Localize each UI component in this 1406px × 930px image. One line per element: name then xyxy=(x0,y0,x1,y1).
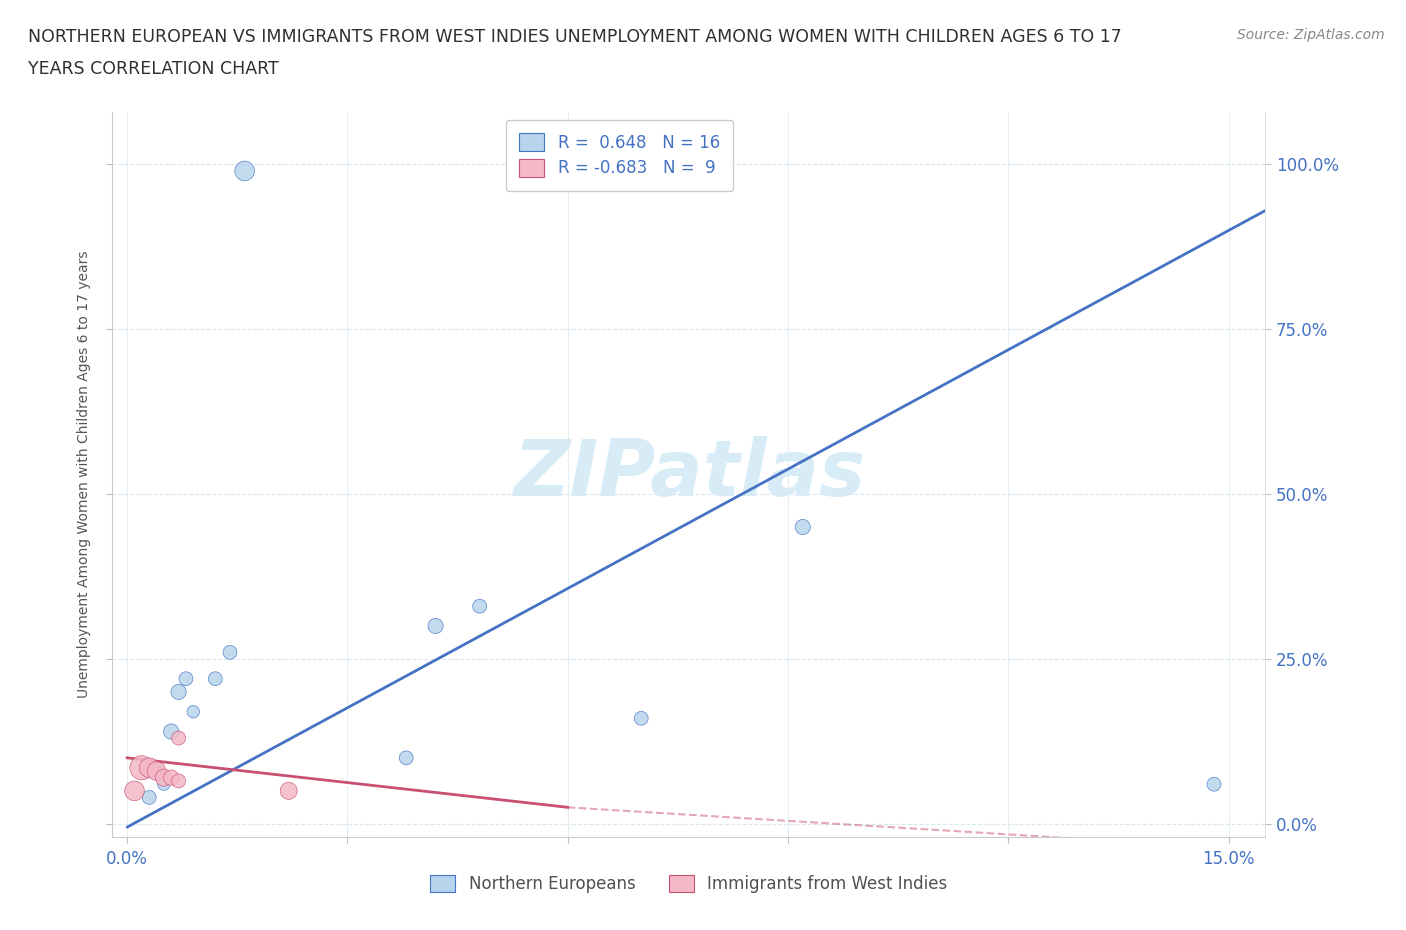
Point xyxy=(145,764,167,778)
Point xyxy=(181,704,204,719)
Point xyxy=(219,644,242,659)
Text: YEARS CORRELATION CHART: YEARS CORRELATION CHART xyxy=(28,60,278,78)
Point xyxy=(124,783,146,798)
Point xyxy=(792,520,814,535)
Point xyxy=(145,764,167,778)
Point xyxy=(167,684,190,699)
Point xyxy=(160,724,183,739)
Text: NORTHERN EUROPEAN VS IMMIGRANTS FROM WEST INDIES UNEMPLOYMENT AMONG WOMEN WITH C: NORTHERN EUROPEAN VS IMMIGRANTS FROM WES… xyxy=(28,28,1122,46)
Point xyxy=(167,731,190,746)
Point xyxy=(630,711,652,725)
Y-axis label: Unemployment Among Women with Children Ages 6 to 17 years: Unemployment Among Women with Children A… xyxy=(77,250,91,698)
Point xyxy=(160,770,183,785)
Point xyxy=(233,164,256,179)
Legend: Northern Europeans, Immigrants from West Indies: Northern Europeans, Immigrants from West… xyxy=(422,867,956,901)
Point xyxy=(138,790,160,804)
Point xyxy=(468,599,491,614)
Point xyxy=(277,783,299,798)
Text: Source: ZipAtlas.com: Source: ZipAtlas.com xyxy=(1237,28,1385,42)
Point xyxy=(204,671,226,686)
Point xyxy=(153,777,176,791)
Text: ZIPatlas: ZIPatlas xyxy=(513,436,865,512)
Point xyxy=(425,618,447,633)
Point xyxy=(1202,777,1225,791)
Point xyxy=(131,761,153,776)
Point xyxy=(167,774,190,789)
Point xyxy=(138,761,160,776)
Point xyxy=(395,751,418,765)
Point xyxy=(153,770,176,785)
Point xyxy=(174,671,197,686)
